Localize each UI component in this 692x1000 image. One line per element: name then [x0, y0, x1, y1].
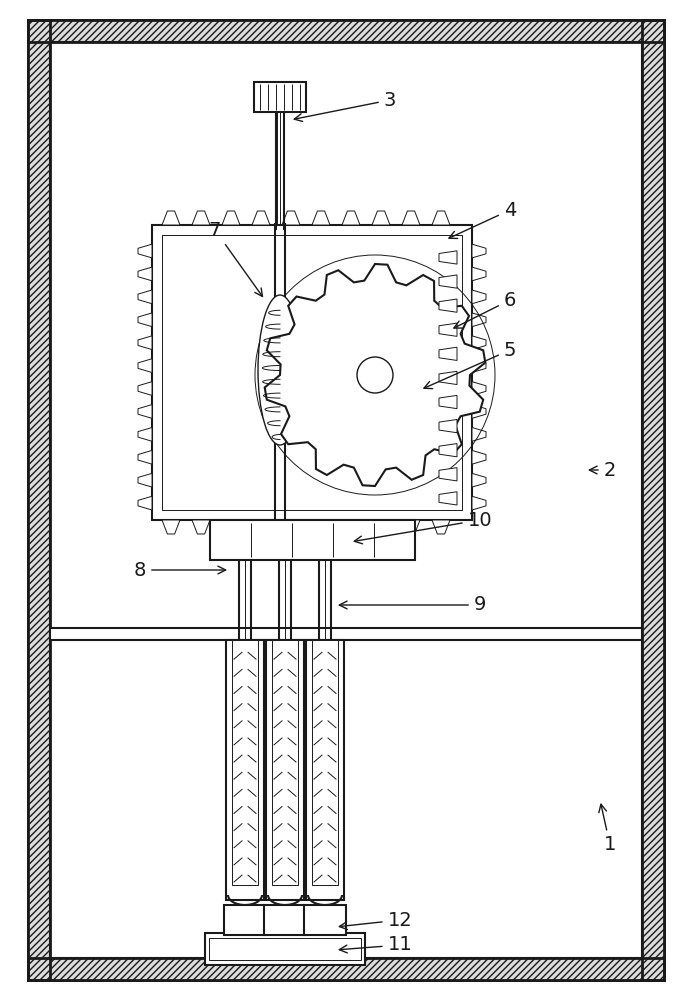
Polygon shape — [472, 290, 486, 304]
Polygon shape — [472, 473, 486, 487]
Polygon shape — [472, 450, 486, 464]
Polygon shape — [138, 244, 152, 258]
Polygon shape — [138, 405, 152, 418]
Polygon shape — [439, 371, 457, 385]
Bar — [210, 520, 415, 560]
Polygon shape — [222, 520, 240, 534]
Polygon shape — [472, 428, 486, 441]
Polygon shape — [282, 211, 300, 225]
Polygon shape — [252, 211, 270, 225]
Bar — [50, 42, 642, 958]
Bar — [304, 905, 346, 935]
Bar — [642, 20, 664, 980]
Polygon shape — [472, 496, 486, 510]
Bar — [224, 905, 266, 935]
Polygon shape — [312, 211, 330, 225]
Polygon shape — [472, 382, 486, 395]
Bar — [232, 640, 258, 885]
Bar — [28, 20, 664, 42]
Polygon shape — [439, 468, 457, 481]
Polygon shape — [252, 520, 270, 534]
Text: 12: 12 — [339, 910, 412, 930]
Polygon shape — [138, 382, 152, 395]
Polygon shape — [439, 299, 457, 312]
Polygon shape — [402, 211, 420, 225]
Polygon shape — [439, 275, 457, 288]
Bar — [28, 958, 664, 980]
Bar — [254, 82, 306, 112]
Polygon shape — [138, 496, 152, 510]
Bar — [306, 640, 344, 900]
Bar — [28, 20, 664, 42]
Polygon shape — [439, 251, 457, 264]
Text: 1: 1 — [599, 804, 616, 854]
Polygon shape — [472, 313, 486, 327]
Circle shape — [357, 357, 393, 393]
Bar — [264, 905, 306, 935]
Polygon shape — [312, 520, 330, 534]
Polygon shape — [222, 211, 240, 225]
Polygon shape — [138, 336, 152, 350]
Polygon shape — [439, 347, 457, 360]
Polygon shape — [138, 290, 152, 304]
Polygon shape — [138, 428, 152, 441]
Text: 3: 3 — [294, 91, 397, 121]
Text: 9: 9 — [339, 595, 486, 614]
Polygon shape — [162, 520, 180, 534]
Polygon shape — [432, 520, 450, 534]
Text: 7: 7 — [209, 221, 262, 296]
Polygon shape — [138, 267, 152, 281]
Polygon shape — [138, 359, 152, 372]
Bar — [209, 938, 361, 960]
Bar — [152, 225, 472, 520]
Polygon shape — [372, 520, 390, 534]
Polygon shape — [192, 211, 210, 225]
Bar — [642, 20, 664, 980]
Polygon shape — [439, 323, 457, 336]
Bar — [272, 640, 298, 885]
Polygon shape — [472, 336, 486, 350]
Text: 8: 8 — [134, 560, 226, 580]
Polygon shape — [138, 450, 152, 464]
Polygon shape — [439, 492, 457, 505]
Text: 4: 4 — [449, 200, 516, 238]
Bar — [205, 933, 365, 965]
Polygon shape — [192, 520, 210, 534]
Text: 6: 6 — [454, 290, 516, 328]
Ellipse shape — [258, 295, 302, 445]
Bar — [28, 20, 50, 980]
Polygon shape — [265, 264, 485, 486]
Polygon shape — [372, 211, 390, 225]
Polygon shape — [342, 211, 360, 225]
Text: 10: 10 — [354, 510, 492, 544]
Text: 2: 2 — [590, 460, 616, 480]
Bar — [28, 958, 664, 980]
Polygon shape — [439, 419, 457, 433]
Polygon shape — [342, 520, 360, 534]
Polygon shape — [439, 395, 457, 409]
Polygon shape — [162, 211, 180, 225]
Bar — [226, 640, 264, 900]
Bar — [312, 640, 338, 885]
Polygon shape — [472, 405, 486, 418]
Bar — [50, 628, 642, 640]
Polygon shape — [138, 473, 152, 487]
Text: 11: 11 — [339, 936, 412, 954]
Text: 5: 5 — [424, 340, 516, 389]
Polygon shape — [472, 267, 486, 281]
Polygon shape — [138, 313, 152, 327]
Polygon shape — [439, 444, 457, 457]
Polygon shape — [472, 244, 486, 258]
Bar — [28, 20, 50, 980]
Polygon shape — [432, 211, 450, 225]
Polygon shape — [282, 520, 300, 534]
Polygon shape — [472, 359, 486, 372]
Bar — [266, 640, 304, 900]
Polygon shape — [402, 520, 420, 534]
Bar — [162, 235, 462, 510]
